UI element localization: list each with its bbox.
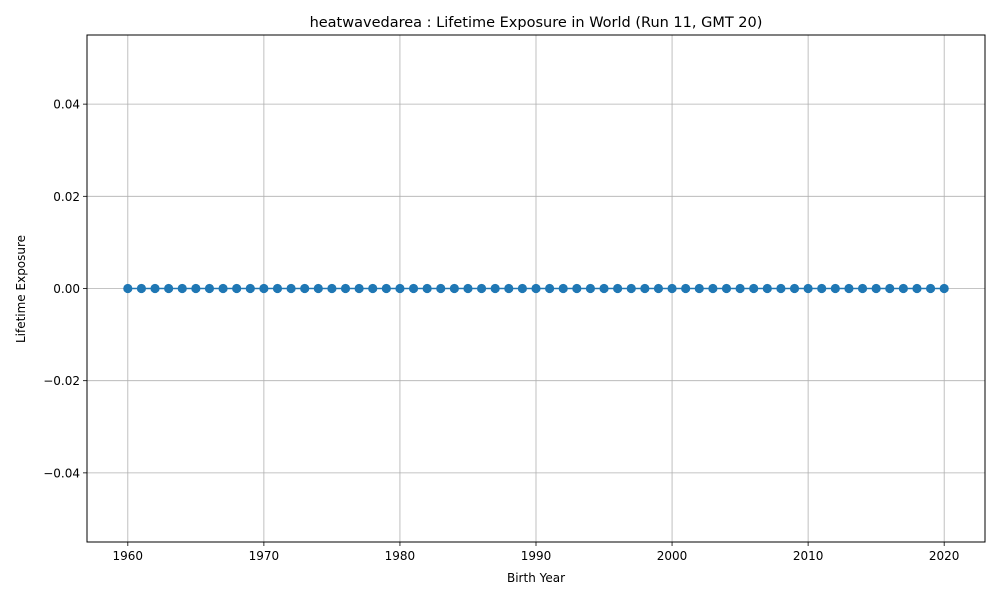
data-point [408, 283, 419, 294]
data-point [558, 283, 568, 294]
x-axis-ticks: 1960 1970 1980 1990 2000 2010 2020 [113, 542, 960, 563]
data-point [572, 283, 582, 294]
data-point [789, 283, 800, 294]
data-point [286, 283, 296, 294]
data-point [885, 283, 895, 294]
data-point [300, 283, 310, 294]
y-tick-label: −0.04 [43, 466, 80, 480]
x-tick-label: 2010 [793, 549, 824, 563]
data-point [681, 283, 691, 294]
data-point [613, 283, 623, 294]
data-point [912, 283, 922, 294]
data-point [749, 283, 759, 294]
data-point [585, 283, 596, 294]
data-point [762, 283, 772, 294]
data-point [653, 283, 664, 294]
data-point [640, 283, 650, 294]
data-point [898, 283, 908, 294]
data-point [395, 283, 405, 294]
data-point [803, 283, 813, 294]
data-point [136, 283, 147, 294]
y-tick-label: −0.02 [43, 374, 80, 388]
data-point [626, 283, 636, 294]
x-tick-label: 2020 [929, 549, 960, 563]
data-point [667, 283, 677, 294]
x-tick-label: 2000 [657, 549, 688, 563]
x-tick-label: 1980 [385, 549, 416, 563]
x-axis-label: Birth Year [507, 571, 565, 585]
data-point [232, 283, 242, 294]
x-tick-label: 1990 [521, 549, 552, 563]
data-point [354, 283, 364, 294]
y-tick-label: 0.02 [53, 190, 80, 204]
data-point [177, 283, 187, 294]
data-point [721, 283, 732, 294]
y-axis-label: Lifetime Exposure [14, 235, 28, 343]
data-point [735, 283, 745, 294]
data-point [422, 283, 432, 294]
data-point [708, 283, 718, 294]
y-tick-label: 0.04 [53, 98, 80, 112]
data-point [204, 283, 215, 294]
chart-title: heatwavedarea : Lifetime Exposure in Wor… [310, 15, 763, 31]
data-point [776, 283, 786, 294]
data-point [449, 283, 459, 294]
x-tick-label: 1970 [249, 549, 280, 563]
data-point [925, 283, 936, 294]
data-point [517, 283, 527, 294]
data-point [123, 283, 133, 294]
data-point [545, 283, 555, 294]
data-point [436, 283, 446, 294]
data-point [830, 283, 840, 294]
data-point [694, 283, 704, 294]
data-point [272, 283, 283, 294]
series-layer [123, 283, 949, 294]
data-point [381, 283, 391, 294]
data-point [817, 283, 827, 294]
data-point [150, 283, 160, 294]
data-point [490, 283, 500, 294]
data-point [939, 283, 949, 294]
data-point [476, 283, 487, 294]
data-point [368, 283, 378, 294]
data-point [313, 283, 323, 294]
data-point [463, 283, 473, 294]
data-point [340, 283, 351, 294]
data-point [327, 283, 337, 294]
data-point [871, 283, 881, 294]
data-point [259, 283, 269, 294]
y-axis-ticks: −0.04 −0.02 0.00 0.02 0.04 [43, 98, 87, 480]
data-point [844, 283, 854, 294]
data-point [164, 283, 174, 294]
data-point [191, 283, 201, 294]
data-point [531, 283, 541, 294]
data-point [857, 283, 868, 294]
data-point [218, 283, 228, 294]
data-point [504, 283, 514, 294]
y-tick-label: 0.00 [53, 282, 80, 296]
x-tick-label: 1960 [113, 549, 144, 563]
data-point [245, 283, 255, 294]
data-point [599, 283, 609, 294]
